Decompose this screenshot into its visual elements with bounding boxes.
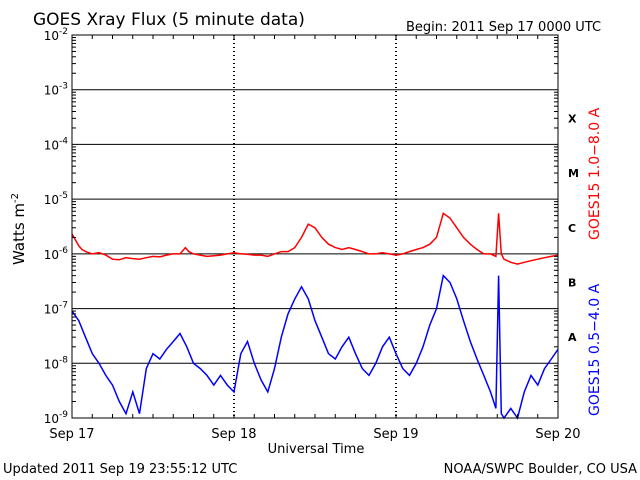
legend-long-channel: GOES15 1.0−8.0 A <box>587 107 603 240</box>
y-axis-label: Watts m-2 <box>10 193 28 265</box>
y-tick-label: 10-2 <box>44 27 68 43</box>
plot-frame <box>71 34 559 419</box>
y-tick-base: 10 <box>44 193 59 207</box>
y-tick-base: 10 <box>44 29 59 43</box>
y-tick-base: 10 <box>44 357 59 371</box>
y-tick-label: 10-9 <box>44 410 69 426</box>
series-line-long-channel <box>71 212 559 265</box>
y-tick-exp: -5 <box>59 191 68 201</box>
legend-short-channel: GOES15 0.5−4.0 A <box>587 283 603 416</box>
y-axis-label-exp: -2 <box>10 193 21 203</box>
begin-time: Begin: 2011 Sep 17 0000 UTC <box>406 20 601 35</box>
y-tick-exp: -2 <box>59 27 68 37</box>
y-tick-base: 10 <box>44 138 59 152</box>
updated-time: Updated 2011 Sep 19 23:55:12 UTC <box>3 462 237 477</box>
y-tick-exp: -8 <box>59 355 68 365</box>
y-tick-base: 10 <box>44 84 59 98</box>
series-line-short-channel <box>71 274 559 420</box>
y-tick-exp: -9 <box>59 410 68 420</box>
y-tick-label: 10-4 <box>44 136 69 152</box>
y-tick-base: 10 <box>44 412 59 426</box>
flare-class-label: X <box>568 112 577 125</box>
flare-class-label: B <box>568 276 576 289</box>
x-axis-label: Universal Time <box>268 442 365 457</box>
y-tick-label: 10-6 <box>44 246 69 262</box>
y-tick-label: 10-5 <box>44 191 68 207</box>
y-tick-base: 10 <box>44 303 59 317</box>
y-tick-exp: -7 <box>59 301 68 311</box>
y-tick-label: 10-7 <box>44 301 68 317</box>
credit: NOAA/SWPC Boulder, CO USA <box>444 462 637 477</box>
x-tick-label: Sep 18 <box>211 427 256 442</box>
grid-layer <box>72 35 558 418</box>
y-tick-label: 10-8 <box>44 355 69 371</box>
flare-class-label: C <box>568 222 576 235</box>
flare-class-label: A <box>568 331 577 344</box>
y-tick-exp: -4 <box>59 136 68 146</box>
x-tick-label: Sep 20 <box>535 427 580 442</box>
x-tick-label: Sep 19 <box>373 427 418 442</box>
chart-title: GOES Xray Flux (5 minute data) <box>33 10 305 30</box>
y-axis-label-base: Watts m <box>10 203 28 265</box>
y-tick-label: 10-3 <box>44 82 68 98</box>
y-tick-exp: -6 <box>59 246 68 256</box>
x-tick-label: Sep 17 <box>49 427 94 442</box>
y-tick-exp: -3 <box>59 82 68 92</box>
y-tick-base: 10 <box>44 248 59 262</box>
series-layer <box>71 212 559 420</box>
flare-class-label: M <box>568 167 579 180</box>
